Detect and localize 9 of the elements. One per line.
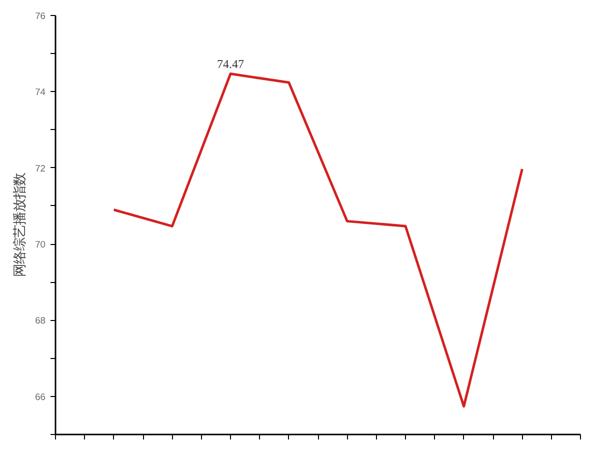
y-tick-label: 70	[35, 240, 46, 250]
y-tick-label: 74	[35, 87, 46, 98]
y-tick-label: 68	[35, 316, 46, 326]
data-label: 74.47	[217, 56, 244, 71]
line-series	[112, 72, 524, 408]
y-tick-label: 72	[35, 163, 46, 174]
y-tick-label: 76	[35, 11, 46, 21]
y-tick-label: 66	[35, 392, 46, 402]
y-axis-title: 网络综艺播放指数	[12, 173, 28, 277]
